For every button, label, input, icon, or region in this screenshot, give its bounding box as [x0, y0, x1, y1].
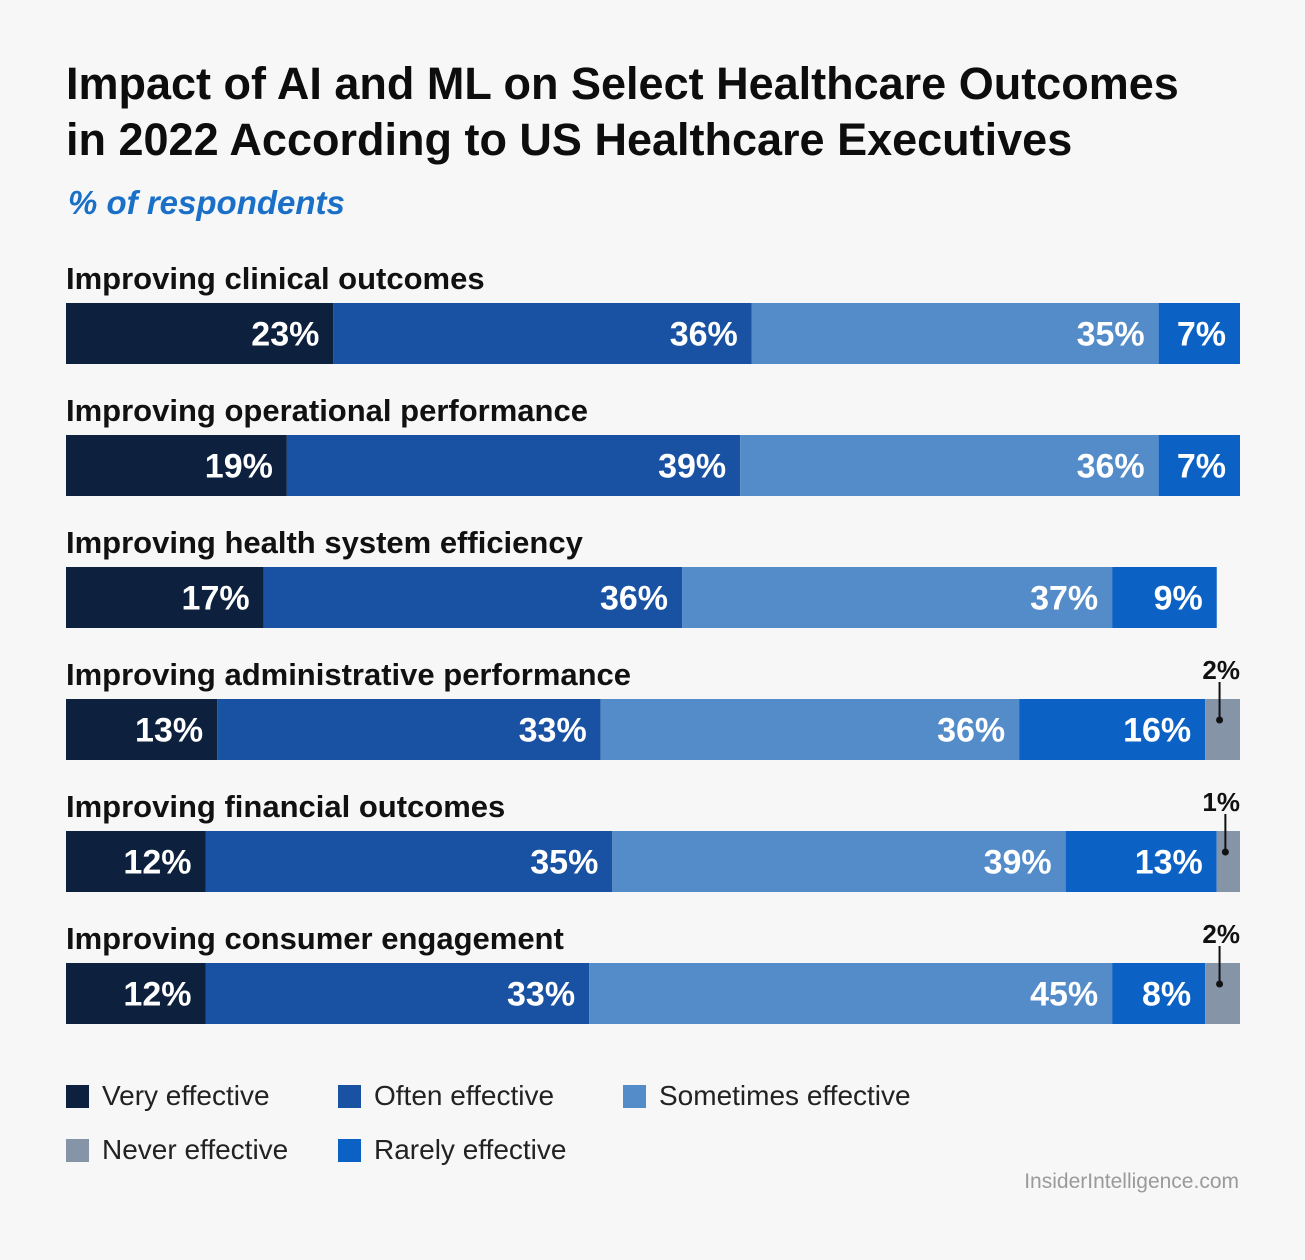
bar-segment-sometimes — [751, 303, 1159, 364]
chart-title-line-2: in 2022 According to US Healthcare Execu… — [66, 114, 1073, 165]
category-label: Improving operational performance — [66, 393, 588, 428]
value-label-often: 36% — [670, 316, 738, 354]
bar-segment-never — [1205, 963, 1240, 1024]
bar-segment-rarely — [1065, 831, 1217, 892]
bar-segment-very — [66, 699, 218, 760]
value-label-sometimes: 36% — [1077, 448, 1145, 486]
chart-title-line-1: Impact of AI and ML on Select Healthcare… — [66, 58, 1179, 109]
legend-label-often: Often effective — [374, 1080, 555, 1111]
bar-segment-very — [66, 303, 334, 364]
value-label-very: 17% — [182, 580, 250, 618]
category-label: Improving health system efficiency — [66, 525, 584, 560]
value-label-sometimes: 36% — [937, 712, 1005, 750]
chart-subtitle: % of respondents — [68, 184, 345, 221]
category-label: Improving consumer engagement — [66, 921, 564, 956]
legend-swatch-never — [66, 1138, 89, 1162]
value-label-very: 13% — [135, 712, 203, 750]
legend-item-rarely: Rarely effective — [338, 1134, 566, 1166]
value-label-rarely: 7% — [1177, 448, 1226, 486]
value-label-often: 36% — [600, 580, 668, 618]
bar-segment-very — [66, 435, 287, 496]
category-label: Improving financial outcomes — [66, 789, 505, 824]
value-label-never: 2% — [1202, 655, 1240, 685]
bar-row: Improving clinical outcomes 23% 36% 35% 7% — [66, 261, 1240, 364]
callout-dot — [1216, 980, 1224, 988]
bar-segment-very — [66, 567, 264, 628]
value-label-sometimes: 35% — [1077, 316, 1145, 354]
value-label-never: 2% — [1202, 919, 1240, 949]
bar-row: Improving health system efficiency 17% 36%… — [66, 525, 1217, 628]
value-label-rarely: 13% — [1135, 844, 1203, 882]
bar-segment-sometimes — [600, 699, 1020, 760]
value-label-rarely: 16% — [1123, 712, 1191, 750]
value-label-very: 12% — [123, 976, 191, 1014]
bar-segment-never — [1216, 831, 1240, 892]
bar-row: Improving financial outcomes 12% 35% 39% 13%… — [66, 787, 1240, 892]
bar-segment-often — [286, 435, 741, 496]
bar-segment-sometimes — [740, 435, 1159, 496]
bar-segment-rarely — [1158, 435, 1240, 496]
legend-swatch-sometimes — [623, 1084, 646, 1108]
value-label-often: 33% — [519, 712, 587, 750]
value-label-often: 39% — [658, 448, 726, 486]
value-label-rarely: 9% — [1154, 580, 1203, 618]
value-label-sometimes: 45% — [1030, 976, 1098, 1014]
bar-segment-never — [1205, 699, 1240, 760]
value-label-often: 35% — [530, 844, 598, 882]
bar-segment-rarely — [1112, 567, 1217, 628]
category-label: Improving administrative performance — [66, 657, 631, 692]
source-credit: InsiderIntelligence.com — [1024, 1170, 1239, 1193]
legend-label-sometimes: Sometimes effective — [659, 1080, 911, 1111]
category-label: Improving clinical outcomes — [66, 261, 485, 296]
value-label-sometimes: 39% — [984, 844, 1052, 882]
value-label-very: 19% — [205, 448, 273, 486]
value-label-very: 12% — [123, 844, 191, 882]
value-label-sometimes: 37% — [1030, 580, 1098, 618]
legend-swatch-often — [338, 1084, 361, 1108]
value-label-rarely: 7% — [1177, 316, 1226, 354]
legend-swatch-very — [66, 1084, 89, 1108]
bar-row: Improving operational performance 19% 39% 3… — [66, 393, 1240, 496]
callout-dot — [1216, 716, 1224, 724]
value-label-rarely: 8% — [1142, 976, 1191, 1014]
legend-item-very: Very effective — [66, 1080, 270, 1112]
callout-dot — [1221, 848, 1229, 856]
chart-title: Impact of AI and ML on Select Healthcare… — [66, 56, 1246, 168]
value-label-never: 1% — [1202, 787, 1240, 817]
bar-segment-sometimes — [612, 831, 1066, 892]
legend-label-very: Very effective — [102, 1080, 270, 1111]
legend-label-never: Never effective — [102, 1134, 289, 1165]
bar-segment-rarely — [1019, 699, 1206, 760]
legend-item-sometimes: Sometimes effective — [623, 1080, 911, 1112]
value-label-often: 33% — [507, 976, 575, 1014]
bar-segment-sometimes — [682, 567, 1113, 628]
bar-segment-often — [205, 831, 613, 892]
bar-segment-sometimes — [589, 963, 1113, 1024]
bar-segment-rarely — [1112, 963, 1206, 1024]
bar-segment-rarely — [1158, 303, 1240, 364]
bar-row: Improving consumer engagement 12% 33% 45% 8%… — [66, 919, 1240, 1024]
bar-segment-often — [333, 303, 752, 364]
legend-label-rarely: Rarely effective — [374, 1134, 567, 1165]
value-label-very: 23% — [251, 316, 319, 354]
legend-swatch-rarely — [338, 1138, 361, 1162]
bar-segment-often — [217, 699, 601, 760]
bar-segment-often — [263, 567, 683, 628]
bar-segment-very — [66, 963, 206, 1024]
legend-item-often: Often effective — [338, 1080, 554, 1112]
bar-row: Improving administrative performance 13% 3… — [66, 655, 1240, 760]
legend-item-never: Never effective — [66, 1134, 288, 1166]
bar-segment-often — [205, 963, 590, 1024]
bar-segment-very — [66, 831, 206, 892]
